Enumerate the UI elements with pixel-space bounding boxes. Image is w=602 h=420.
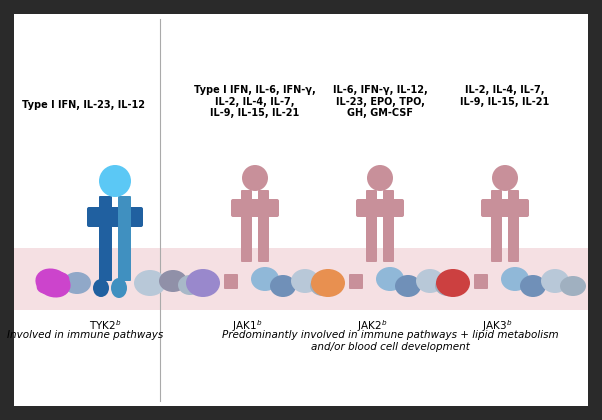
FancyBboxPatch shape — [224, 274, 238, 289]
Ellipse shape — [376, 267, 404, 291]
Ellipse shape — [367, 165, 393, 191]
FancyBboxPatch shape — [349, 274, 363, 289]
Ellipse shape — [492, 165, 518, 191]
FancyBboxPatch shape — [474, 274, 488, 289]
Ellipse shape — [270, 275, 296, 297]
Ellipse shape — [560, 276, 586, 296]
FancyBboxPatch shape — [241, 190, 252, 262]
Text: Type I IFN, IL-6, IFN-γ,
IL-2, IL-4, IL-7,
IL-9, IL-15, IL-21: Type I IFN, IL-6, IFN-γ, IL-2, IL-4, IL-… — [194, 85, 316, 118]
FancyBboxPatch shape — [508, 190, 519, 262]
FancyBboxPatch shape — [231, 199, 279, 217]
Ellipse shape — [37, 272, 69, 294]
Ellipse shape — [541, 269, 569, 293]
Ellipse shape — [178, 275, 202, 295]
Ellipse shape — [501, 267, 529, 291]
Ellipse shape — [435, 276, 461, 296]
Ellipse shape — [242, 165, 268, 191]
Ellipse shape — [520, 275, 546, 297]
FancyBboxPatch shape — [258, 190, 269, 262]
FancyBboxPatch shape — [383, 190, 394, 262]
Ellipse shape — [186, 269, 220, 297]
Text: IL-2, IL-4, IL-7,
IL-9, IL-15, IL-21: IL-2, IL-4, IL-7, IL-9, IL-15, IL-21 — [461, 85, 550, 107]
Ellipse shape — [134, 270, 166, 296]
Ellipse shape — [395, 275, 421, 297]
Ellipse shape — [310, 276, 336, 296]
Text: Predominantly involved in immune pathways + lipid metabolism
and/or blood cell d: Predominantly involved in immune pathway… — [222, 330, 558, 352]
Text: JAK2$^b$: JAK2$^b$ — [357, 318, 387, 334]
FancyBboxPatch shape — [366, 190, 377, 262]
FancyBboxPatch shape — [118, 196, 131, 281]
Text: Involved in immune pathways: Involved in immune pathways — [7, 330, 163, 340]
Ellipse shape — [159, 270, 187, 292]
Ellipse shape — [93, 279, 109, 297]
Ellipse shape — [111, 278, 127, 298]
FancyBboxPatch shape — [87, 207, 143, 227]
Ellipse shape — [251, 267, 279, 291]
FancyBboxPatch shape — [481, 199, 529, 217]
Text: IL-6, IFN-γ, IL-12,
IL-23, EPO, TPO,
GH, GM-CSF: IL-6, IFN-γ, IL-12, IL-23, EPO, TPO, GH,… — [333, 85, 427, 118]
FancyBboxPatch shape — [14, 248, 588, 310]
Ellipse shape — [436, 269, 470, 297]
Text: JAK3$^b$: JAK3$^b$ — [482, 318, 512, 334]
FancyBboxPatch shape — [99, 196, 112, 281]
Text: Type I IFN, IL-23, IL-12: Type I IFN, IL-23, IL-12 — [22, 100, 145, 110]
FancyBboxPatch shape — [356, 199, 404, 217]
Ellipse shape — [416, 269, 444, 293]
Ellipse shape — [311, 269, 345, 297]
Text: TYK2$^b$: TYK2$^b$ — [88, 318, 121, 332]
FancyBboxPatch shape — [14, 14, 588, 406]
Ellipse shape — [63, 272, 91, 294]
Text: JAK1$^b$: JAK1$^b$ — [232, 318, 262, 334]
FancyBboxPatch shape — [491, 190, 502, 262]
Ellipse shape — [291, 269, 319, 293]
Ellipse shape — [99, 165, 131, 197]
Ellipse shape — [36, 268, 70, 297]
